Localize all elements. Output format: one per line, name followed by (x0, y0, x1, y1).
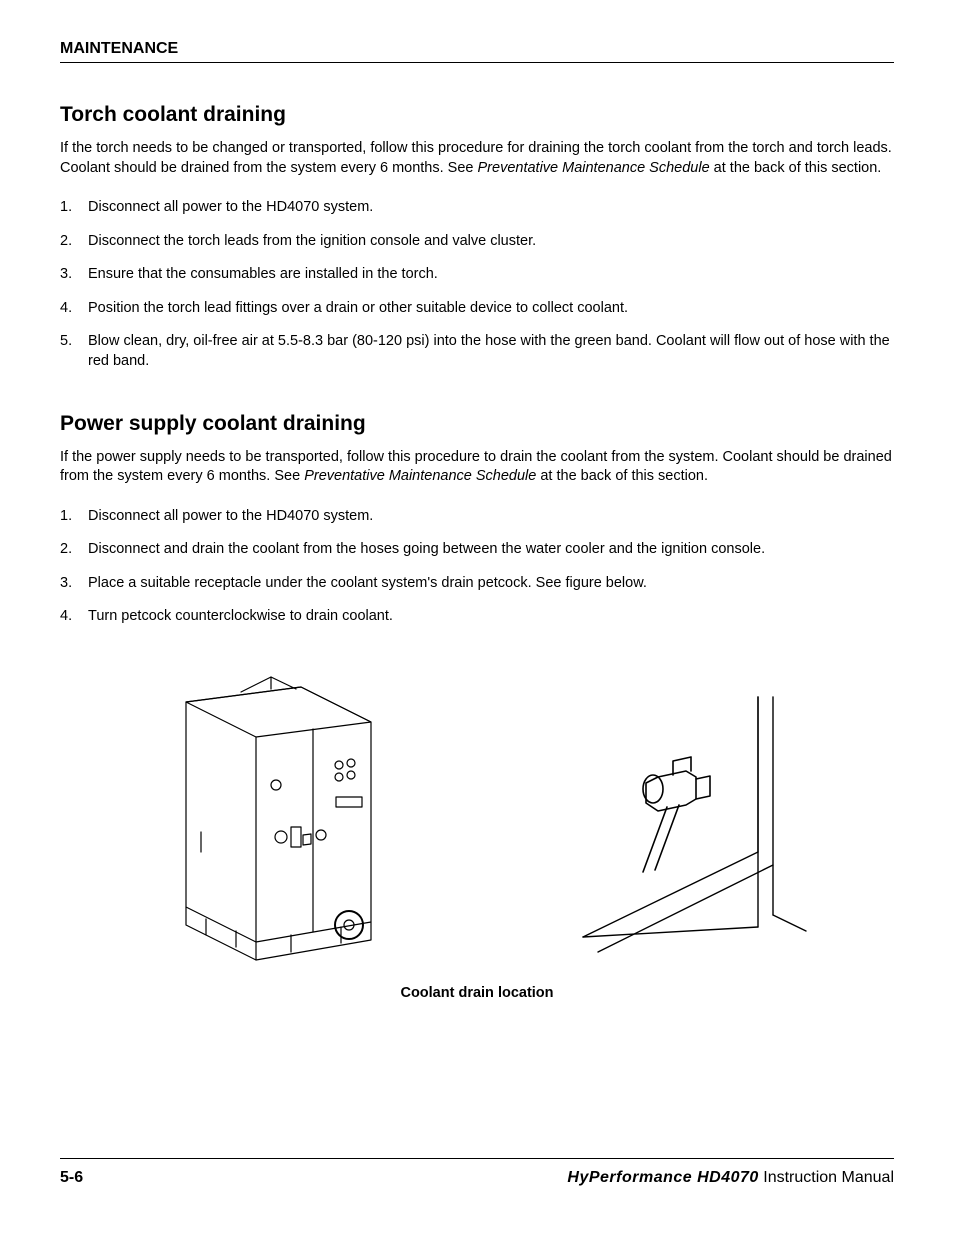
torch-intro-italic: Preventative Maintenance Schedule (478, 160, 710, 176)
section-header: MAINTENANCE (60, 40, 894, 63)
power-step: Disconnect all power to the HD4070 syste… (60, 507, 894, 527)
figure-caption: Coolant drain location (60, 985, 894, 1001)
page-number: 5-6 (60, 1169, 83, 1187)
power-supply-illustration (141, 667, 401, 967)
torch-intro-post: at the back of this section. (710, 160, 882, 176)
figure-area (60, 667, 894, 967)
footer-tail: Instruction Manual (759, 1169, 894, 1186)
torch-heading: Torch coolant draining (60, 103, 894, 127)
power-step: Disconnect and drain the coolant from th… (60, 540, 894, 560)
power-intro: If the power supply needs to be transpor… (60, 448, 894, 487)
footer-brand: HyPerformance HD4070 (567, 1169, 758, 1186)
power-step: Place a suitable receptacle under the co… (60, 574, 894, 594)
petcock-detail-illustration (563, 687, 813, 967)
power-intro-post: at the back of this section. (536, 468, 708, 484)
torch-step: Disconnect the torch leads from the igni… (60, 232, 894, 252)
power-step: Turn petcock counterclockwise to drain c… (60, 607, 894, 627)
power-heading: Power supply coolant draining (60, 412, 894, 436)
page-footer: 5-6 HyPerformance HD4070 Instruction Man… (60, 1158, 894, 1187)
torch-step: Position the torch lead fittings over a … (60, 299, 894, 319)
torch-step: Ensure that the consumables are installe… (60, 265, 894, 285)
torch-step: Disconnect all power to the HD4070 syste… (60, 198, 894, 218)
power-intro-italic: Preventative Maintenance Schedule (304, 468, 536, 484)
torch-steps: Disconnect all power to the HD4070 syste… (60, 198, 894, 371)
torch-step: Blow clean, dry, oil-free air at 5.5-8.3… (60, 332, 894, 371)
footer-title: HyPerformance HD4070 Instruction Manual (567, 1169, 894, 1187)
torch-intro: If the torch needs to be changed or tran… (60, 139, 894, 178)
power-steps: Disconnect all power to the HD4070 syste… (60, 507, 894, 627)
